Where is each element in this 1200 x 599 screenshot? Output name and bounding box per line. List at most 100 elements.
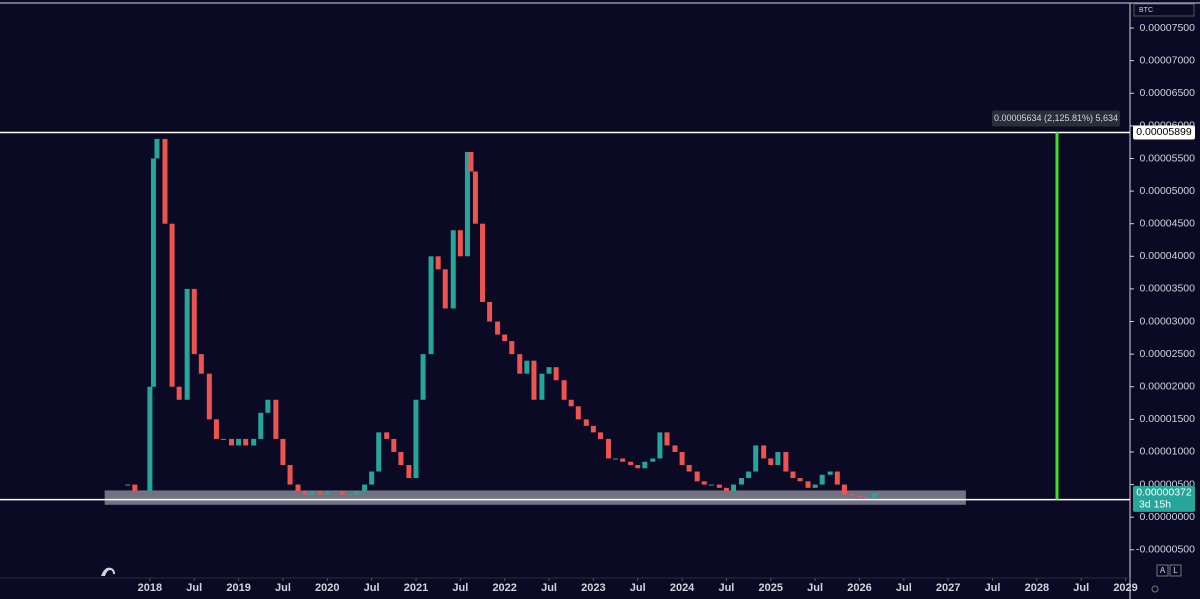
candle [590,425,596,433]
candle [428,256,434,355]
candle [287,465,293,485]
candle [406,465,412,479]
x-tick-label: 2025 [759,582,783,594]
candle [739,478,745,485]
candle [324,491,330,495]
x-tick-label: Jul [364,582,380,594]
y-tick-label: 0.00002500 [1140,348,1196,360]
candle [694,471,700,482]
candle [132,484,138,492]
x-tick-label: 2022 [492,582,516,594]
candle [258,412,264,439]
x-tick-label: 2018 [138,582,162,594]
candle [243,438,249,446]
x-tick-label: Jul [275,582,291,594]
x-tick-label: 2021 [404,582,428,594]
candle [273,399,279,439]
candle [509,341,515,355]
candle [805,481,811,488]
auto-button[interactable] [1156,564,1169,577]
log-label: L [1173,566,1178,575]
x-tick-label: 2029 [1113,582,1137,594]
symbol-box[interactable] [1133,3,1195,17]
measure-label: 0.00005634 (2,125.81%) 5,634 [994,113,1118,123]
candle [398,451,404,465]
candle [468,151,474,172]
x-tick-label: 2026 [847,582,871,594]
candle [442,269,448,309]
candle [531,360,537,400]
candle [716,484,722,488]
y-tick-label: 0.00006500 [1140,87,1196,99]
candle [502,334,508,342]
candle [856,495,862,497]
candle [435,256,441,270]
candle [672,445,678,452]
candle [317,491,323,495]
x-tick-label: 2028 [1025,582,1049,594]
candle [613,458,619,460]
candle [221,438,227,440]
y-tick-label: 0.00005500 [1140,152,1196,164]
candle [295,484,301,492]
y-tick-label: 0.00004000 [1140,250,1196,262]
candle [620,458,626,462]
candle [872,492,878,498]
y-tick-label: 0.00007500 [1140,22,1196,34]
x-tick-label: Jul [452,582,468,594]
candle [723,487,729,492]
auto-label: A [1160,566,1166,575]
candle [369,471,375,485]
candle [362,484,368,492]
candle [834,471,840,485]
y-tick-label: 0.00003500 [1140,283,1196,295]
candle [309,491,315,495]
candle [568,399,574,407]
candle [487,301,493,322]
last-price-label: 0.00000372 [1136,487,1192,499]
candle [753,445,759,472]
candle [524,360,530,374]
candle [464,151,470,257]
candle [480,223,486,302]
candle [420,354,426,400]
candle [517,354,523,374]
candle [228,438,234,446]
candle [546,367,552,374]
measure-box [992,110,1120,127]
candle [472,171,478,224]
candle [140,491,146,493]
candle [561,380,567,400]
candle [650,458,656,462]
candle [169,223,175,387]
candle [812,484,818,488]
candle [339,491,345,495]
y-tick-label: 0.00007000 [1140,54,1196,66]
candle [819,474,825,485]
candle [280,438,286,465]
candle [331,491,337,493]
y-tick-label: 0.00003000 [1140,315,1196,327]
candle [147,386,153,492]
candle [841,484,847,495]
x-tick-label: 2023 [581,582,605,594]
countdown: 3d 15h [1139,499,1171,511]
candle [597,432,603,439]
log-button[interactable] [1169,564,1182,577]
candle [213,419,219,439]
candle [701,481,707,485]
logo[interactable] [101,567,115,576]
price-line-tag [1133,125,1195,140]
x-tick-label: Jul [985,582,1001,594]
x-tick-label: Jul [186,582,202,594]
candle [125,484,131,486]
candle [376,432,382,472]
x-tick-label: 2019 [226,582,250,594]
x-tick-label: Jul [630,582,646,594]
candle [553,367,559,381]
price-line-label: 0.00005899 [1136,126,1192,138]
y-tick-label: -0.00000500 [1136,544,1195,556]
settings-icon[interactable] [1151,585,1159,593]
